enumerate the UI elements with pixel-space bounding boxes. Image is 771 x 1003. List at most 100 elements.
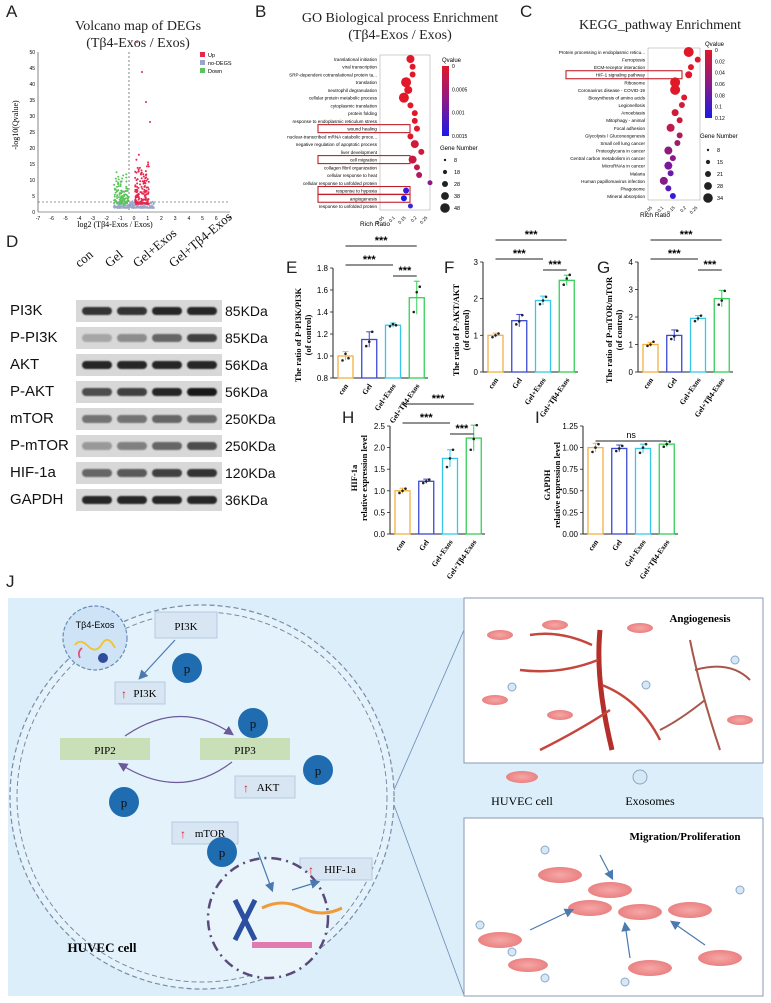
blot-band [82,496,112,504]
chart-e-point [394,323,398,327]
go-size-tick: 28 [454,182,460,188]
chart-h-point [398,491,401,495]
volcano-point-up [135,189,138,192]
volcano-point-nodeg [129,204,132,207]
chart-f-x-tick: con [486,375,500,390]
volcano-x-tick: -4 [77,216,82,222]
go-highlight-box [317,124,411,134]
volcano-point-up [136,166,139,169]
bar-charts: The ratio of P-PI3K/PI3K (of control) Th… [293,229,733,581]
chart-f-y-tick: 2 [474,295,479,304]
chart-e-point [415,290,419,294]
kegg-size-tick: 28 [717,184,723,190]
blot-band [187,496,217,504]
volcano-point-nodeg [124,204,127,207]
chart-h-point [475,423,479,427]
go-size-tick: 18 [454,170,460,176]
volcano-point-down [117,185,120,188]
chart-i-x-tick: Gel [610,538,624,552]
chart-h-point [469,448,473,452]
volcano-plot: -log10(Qvalue) log2 (Tβ4-Exos / Exos) -7… [11,41,232,229]
chart-h-sig-label: *** [455,423,469,435]
angio-cell-icon-5 [547,710,573,720]
go-dotplot: Rich Ratio Qvalue Gene Number translatio… [287,54,478,228]
kegg-x-tick: 0.25 [689,205,699,215]
volcano-point-nodeg [119,205,122,208]
volcano-x-tick: -2 [104,216,109,222]
panel-letter-d: D [6,232,19,251]
go-size-tick: 48 [454,206,460,212]
blot-band [117,442,147,450]
pip3-box [200,738,290,760]
chart-g-sig-label: *** [680,229,694,241]
volcano-point-down [113,193,116,196]
mig-arrow-icon-3 [621,921,631,959]
kegg-dot [694,56,701,63]
chart-h-y-tick: 1.5 [374,465,386,474]
blot-row-label: P-AKT [10,383,55,400]
pi3k-up-arrow-icon: ↑ [121,687,127,701]
chart-h-y-tick: 2.5 [374,422,386,431]
chart-f-x-tick: Gel [510,376,524,390]
go-title-line1: GO Biological process Enrichment [301,11,499,26]
blot-band [82,415,112,423]
angiogenesis-panel: Angiogenesis [463,597,764,764]
go-term-label: cellular response to heat [327,173,378,178]
go-term-label: cellular protein metabolic process [309,96,378,101]
volcano-point-up [138,166,141,169]
chart-h-point [451,448,455,452]
volcano-point-down [117,178,120,181]
kegg-qvalue-tick: 0.1 [715,105,722,111]
kegg-dot [670,77,681,88]
volcano-point-nodeg [117,205,119,208]
blot-row-label: GAPDH [10,491,64,508]
chart-g-point [669,337,673,341]
kegg-dot [666,123,675,132]
go-term-label: angiogenesis [350,196,378,201]
panel-letter-i: I [535,408,540,427]
go-term-label: response to endoplasmic reticulum stress [292,119,377,124]
go-qvalue-colorbar [442,66,449,136]
vessel-branches-right-icon [659,639,751,751]
kegg-dot [670,84,681,95]
mig-cell-icon-8 [698,950,742,966]
mechanism-schematic: Tβ4-Exos PI3K ↑ PI3K PIP2 PIP3 ↑ AKT ↑ m… [8,597,764,997]
chart-i-y-tick: 0.00 [562,530,578,539]
volcano-point-up [147,180,150,183]
volcano-point-up [146,186,149,189]
kegg-term-label: Mineral absorption [607,194,645,199]
volcano-point-nodeg [128,202,131,204]
chart-f-point [491,335,494,339]
volcano-point-up [136,201,139,204]
go-x-tick: 0.05 [375,215,385,225]
go-term-label: translational initiation [334,57,377,62]
chart-h-point [448,457,452,460]
chart-f-point [520,313,524,317]
volcano-point-down [113,195,116,198]
chart-f-point [544,295,548,299]
blot-band [152,307,182,315]
volcano-point-down [126,195,129,198]
go-size-title: Gene Number [440,146,478,152]
blot-kda-label: 250KDa [225,411,276,427]
vessel-branches-icon [519,632,662,752]
go-xlabel: Rich Ratio [360,221,390,228]
go-qvalue-tick: 0 [452,64,455,70]
go-term-label: nuclear-transcribed mRNA catabolic proce… [287,134,377,139]
go-dot [408,155,417,164]
volcano-point-up [145,176,148,179]
pip2-box [60,738,150,760]
blot-band [152,496,182,504]
go-qvalue-tick: 0.0005 [452,87,468,93]
blot-row-label: HIF-1a [10,464,56,481]
blot-strip [76,408,222,430]
volcano-point-up [146,178,149,181]
volcano-point-up [134,184,137,187]
chart-i-point [614,449,618,453]
chart-e-sig-label: *** [375,235,389,247]
chart-e-point [391,322,395,326]
chart-h-point [404,487,407,490]
volcano-point-down [117,175,120,178]
chart-i-point [641,446,645,449]
panel-letter-f: F [444,258,455,277]
